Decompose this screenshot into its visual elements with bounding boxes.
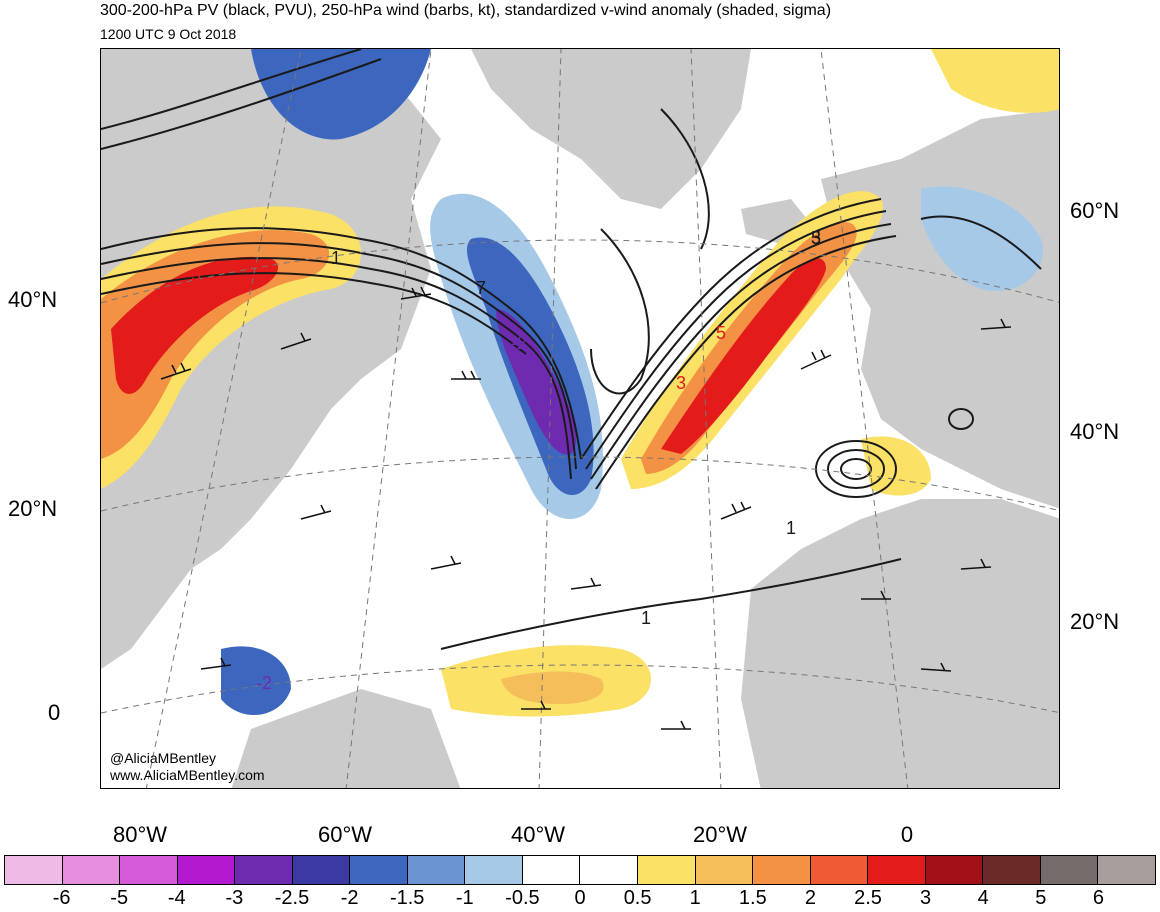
contour-label: -2 <box>256 673 272 693</box>
colorbar-tick-label: -1.5 <box>389 887 425 909</box>
colorbar-tick-label: 6 <box>1092 887 1104 909</box>
credit-twitter: @AliciaMBentley <box>110 750 217 766</box>
contour-label: 5 <box>811 228 821 248</box>
colorbar-swatch <box>695 856 754 884</box>
colorbar-swatch <box>580 856 639 884</box>
contour-label: -3 <box>546 418 562 438</box>
colorbar-swatch <box>465 856 523 884</box>
contour-label: -2 <box>511 333 527 353</box>
negative-anomaly-canada <box>251 49 431 140</box>
colorbar-tick-label: -4 <box>167 887 186 909</box>
anomaly-shading <box>101 49 1059 717</box>
lon-label: 40°W <box>510 822 566 847</box>
colorbar-tick-label: 1.5 <box>738 887 767 909</box>
colorbar-tick-label: -0.5 <box>505 887 540 909</box>
positive-anomaly-tropics-core <box>501 671 604 704</box>
lat-label-left: 20°N <box>8 496 58 521</box>
colorbar-swatch <box>120 856 178 884</box>
pv-contours <box>101 49 1042 650</box>
wind-barbs <box>160 286 1012 730</box>
colorbar-tick-label: 2 <box>804 887 816 909</box>
lon-label: 60°W <box>317 822 373 847</box>
positive-anomaly-na-core <box>111 256 279 394</box>
colorbar-swatch <box>62 856 121 884</box>
colorbar-swatch <box>407 856 466 884</box>
colorbar-tick-label: 0.5 <box>623 887 652 909</box>
valid-time: 1200 UTC 9 Oct 2018 <box>100 26 237 42</box>
contour-label: 1 <box>641 608 651 628</box>
positive-anomaly-na-mid <box>101 230 330 459</box>
colorbar-swatch <box>638 856 696 884</box>
contour-label: 3 <box>811 228 821 248</box>
contour-label: 3 <box>676 373 686 393</box>
positive-anomaly-scandinavia <box>931 49 1059 113</box>
colorbar-tick-label: 1 <box>689 887 701 909</box>
colorbar-tick-label: -1 <box>455 887 474 909</box>
positive-anomaly-atl-core <box>661 258 826 454</box>
colorbar-swatch <box>177 856 236 884</box>
colorbar-swatch <box>1040 856 1099 884</box>
weather-map: 3 5 3 -3 -2 -2 3 1 1 1 7 5 <box>101 49 1059 788</box>
colorbar-tick-label: -2 <box>340 887 359 909</box>
colorbar-tick-label: 0 <box>574 887 586 909</box>
colorbar-swatch <box>522 856 581 884</box>
colorbar-tick-label: -3 <box>225 887 244 909</box>
figure-title: 300-200-hPa PV (black, PVU), 250-hPa win… <box>100 2 832 19</box>
negative-anomaly-europe <box>921 186 1043 291</box>
lat-label-left: 0 <box>48 700 61 725</box>
negative-anomaly-caribbean <box>221 646 291 716</box>
lon-label: 0 <box>900 822 914 847</box>
south-america-land <box>231 689 461 788</box>
colorbar-swatch <box>235 856 293 884</box>
contour-label: 3 <box>191 265 201 285</box>
lon-label: 20°W <box>692 822 748 847</box>
colorbar-tick-label: -6 <box>52 887 71 909</box>
contour-label: 5 <box>716 323 726 343</box>
colorbar-swatch <box>5 856 63 884</box>
colorbar-swatch <box>350 856 408 884</box>
colorbar-tick-label: -2.5 <box>274 887 310 909</box>
colorbar-tick-label: 3 <box>920 887 932 909</box>
colorbar-swatch <box>925 856 984 884</box>
contour-label-neg-group: -3 -2 -2 <box>256 333 562 693</box>
contour-label-group: 3 5 3 <box>191 265 726 393</box>
lat-label-right: 40°N <box>1070 419 1120 444</box>
greenland-land <box>471 49 751 209</box>
contour-label: 1 <box>786 518 796 538</box>
colorbar-tick-label: -5 <box>110 887 129 909</box>
colorbar-swatch <box>1098 856 1155 884</box>
lat-label-right: 60°N <box>1070 198 1120 223</box>
contour-label-pv-group: 3 1 1 1 7 5 <box>331 228 821 628</box>
colorbar-swatch <box>753 856 811 884</box>
colorbar-tick-label: 5 <box>1035 887 1047 909</box>
colorbar <box>4 855 1156 885</box>
colorbar-tick-label: 2.5 <box>854 887 882 909</box>
colorbar-swatch <box>868 856 926 884</box>
contour-label: 1 <box>331 248 341 268</box>
africa-land <box>741 499 1059 788</box>
lat-label-left: 40°N <box>8 287 58 312</box>
lon-label: 80°W <box>112 822 168 847</box>
map-panel: 3 5 3 -3 -2 -2 3 1 1 1 7 5 <box>100 48 1060 789</box>
colorbar-swatch <box>983 856 1041 884</box>
colorbar-swatch <box>292 856 351 884</box>
lat-label-right: 20°N <box>1070 609 1120 634</box>
north-america-land <box>101 49 441 669</box>
graticule <box>101 49 1059 788</box>
credit-website: www.AliciaMBentley.com <box>110 767 265 783</box>
colorbar-tick-label: 4 <box>977 887 989 909</box>
contour-label: 7 <box>476 278 486 298</box>
colorbar-swatch <box>810 856 869 884</box>
